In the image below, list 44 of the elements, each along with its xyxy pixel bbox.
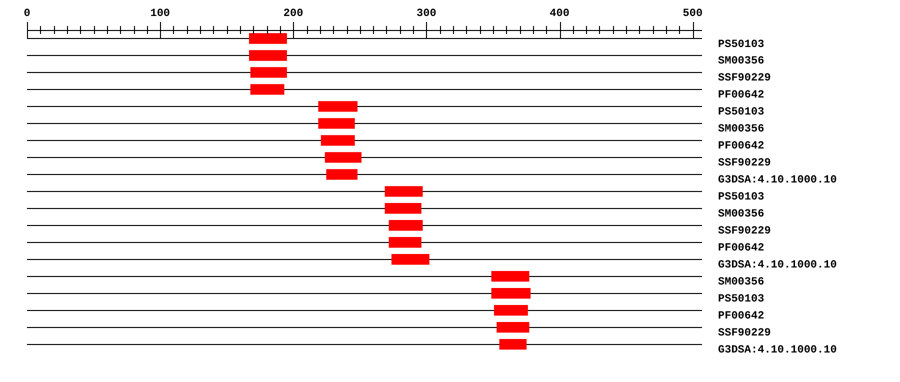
bar bbox=[491, 271, 530, 282]
y-tick-label: PS50103 bbox=[718, 38, 765, 51]
bar bbox=[388, 237, 422, 248]
y-tick-label: SSF90229 bbox=[718, 72, 771, 85]
y-tick-label: SM00356 bbox=[718, 124, 764, 136]
bar bbox=[496, 322, 530, 333]
y-tick-label: G3DSA:4.10.1000.10 bbox=[718, 260, 837, 272]
x-tick-label: 400 bbox=[550, 8, 570, 20]
bar bbox=[249, 33, 287, 44]
bar bbox=[320, 135, 355, 146]
y-tick-label: G3DSA:4.10.1000.10 bbox=[718, 344, 837, 357]
y-tick-label: PF00642 bbox=[718, 140, 764, 153]
bar bbox=[326, 169, 358, 180]
y-tick-label: PF00642 bbox=[718, 242, 764, 255]
bar bbox=[491, 288, 531, 299]
y-tick-label: SM00356 bbox=[718, 56, 764, 68]
y-tick-label: PS50103 bbox=[718, 192, 765, 204]
bar bbox=[250, 84, 284, 95]
y-tick-label: SSF90229 bbox=[718, 328, 771, 340]
y-tick-label: PF00642 bbox=[718, 90, 764, 102]
bar bbox=[249, 50, 287, 61]
y-tick-label: SM00356 bbox=[718, 208, 764, 221]
y-tick-label: PS50103 bbox=[718, 106, 765, 119]
y-tick-label: SM00356 bbox=[718, 276, 764, 289]
x-tick-label: 200 bbox=[283, 8, 304, 20]
x-tick-label: 100 bbox=[150, 8, 170, 20]
y-tick-label: SSF90229 bbox=[718, 226, 771, 238]
y-tick-label: SSF90229 bbox=[718, 158, 771, 170]
bar bbox=[384, 186, 423, 197]
y-tick-label: PF00642 bbox=[718, 310, 764, 323]
bar bbox=[494, 304, 528, 316]
bar bbox=[318, 101, 358, 112]
bar bbox=[499, 338, 527, 350]
bar bbox=[250, 67, 287, 78]
bar bbox=[318, 118, 355, 129]
bar bbox=[391, 254, 430, 265]
x-tick-label: 0 bbox=[24, 8, 30, 20]
bar bbox=[324, 152, 362, 163]
x-tick-label: 500 bbox=[682, 8, 703, 20]
bar bbox=[388, 220, 423, 231]
x-tick-label: 300 bbox=[416, 8, 436, 20]
y-tick-label: PS50103 bbox=[718, 294, 765, 306]
y-tick-label: G3DSA:4.10.1000.10 bbox=[718, 174, 837, 187]
bar bbox=[384, 203, 422, 214]
